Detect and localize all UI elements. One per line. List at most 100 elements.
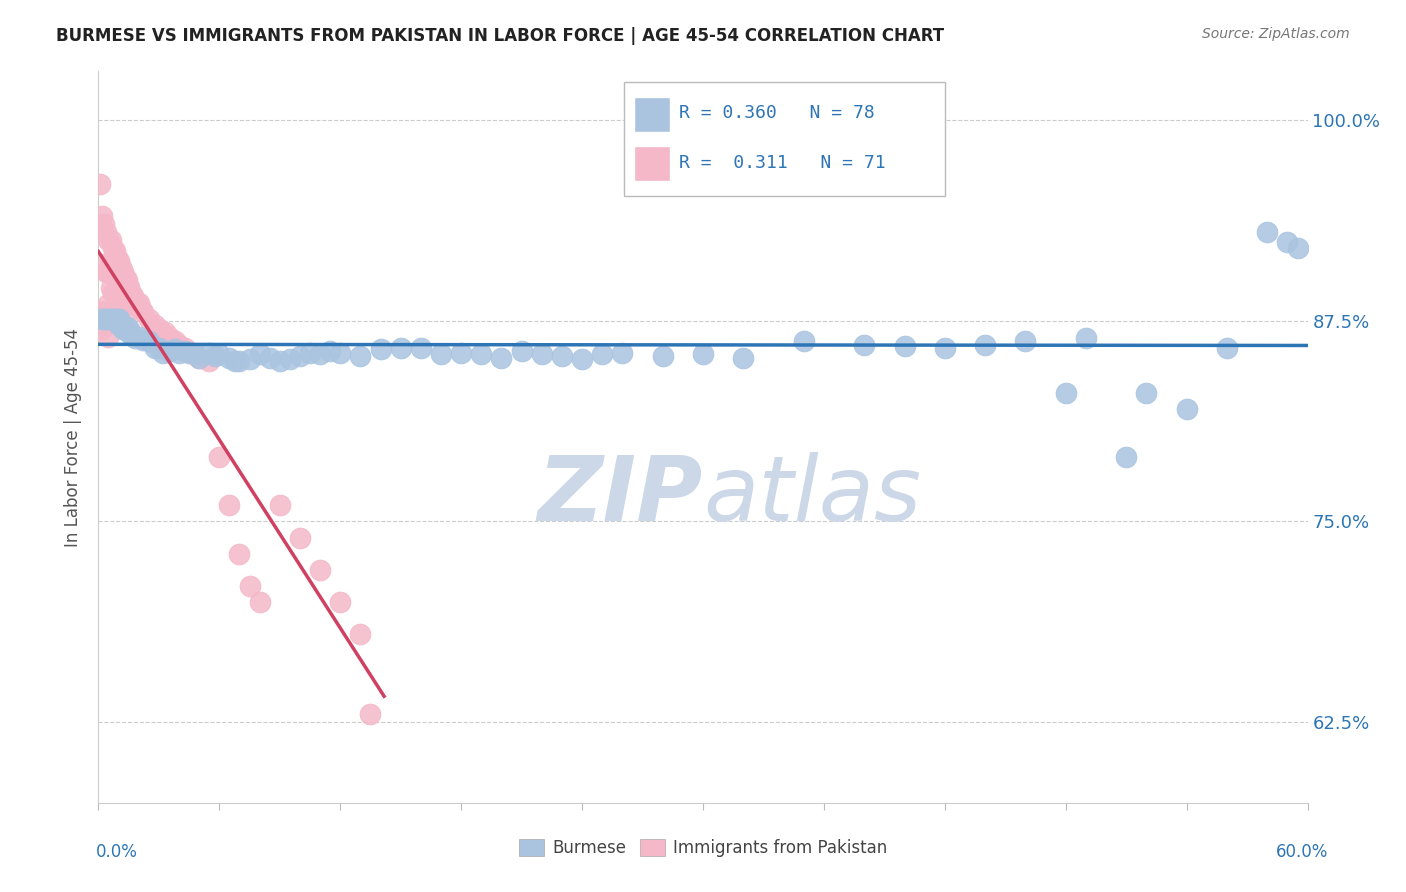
Point [121, 289, 143, 303]
Point [1175, 401, 1198, 416]
Point [1054, 385, 1077, 400]
Point [1074, 331, 1097, 345]
Point [510, 344, 533, 359]
Point [409, 341, 432, 355]
Point [103, 312, 125, 326]
Point [115, 273, 138, 287]
Point [530, 347, 553, 361]
Point [249, 595, 271, 609]
Point [93, 257, 115, 271]
Text: R = 0.360   N = 78: R = 0.360 N = 78 [679, 104, 875, 122]
Point [180, 345, 202, 359]
Point [239, 579, 262, 593]
Point [651, 349, 673, 363]
Point [1256, 225, 1278, 239]
Point [103, 285, 125, 299]
Point [91, 305, 114, 319]
Point [93, 305, 115, 319]
Point [278, 352, 301, 367]
Point [107, 254, 129, 268]
Point [105, 312, 128, 326]
Point [259, 351, 281, 365]
Point [100, 257, 122, 271]
Point [208, 347, 231, 361]
Point [249, 347, 271, 361]
Point [174, 341, 197, 355]
Point [163, 334, 186, 349]
Point [551, 349, 574, 363]
Point [893, 339, 915, 353]
Point [97, 312, 120, 326]
Point [1014, 334, 1036, 349]
Point [1216, 341, 1239, 355]
Point [218, 499, 240, 513]
Point [101, 241, 124, 255]
Point [309, 347, 332, 361]
Point [114, 289, 136, 303]
Point [239, 352, 262, 367]
Point [91, 321, 114, 335]
Point [143, 341, 166, 355]
Point [97, 297, 120, 311]
Point [114, 323, 136, 337]
Point [470, 347, 492, 361]
Point [132, 333, 155, 347]
Point [93, 217, 115, 231]
Point [491, 351, 513, 365]
Point [793, 334, 815, 349]
Point [118, 321, 141, 335]
Point [120, 328, 142, 343]
Point [120, 302, 142, 317]
Point [89, 305, 111, 319]
Point [934, 341, 956, 355]
Point [138, 334, 160, 349]
Point [103, 263, 125, 277]
Point [101, 260, 124, 275]
Point [153, 325, 176, 339]
Point [107, 273, 129, 287]
Point [105, 273, 128, 287]
Point [389, 341, 412, 355]
Text: atlas: atlas [703, 451, 921, 540]
Point [111, 321, 134, 335]
Point [1277, 235, 1299, 249]
Point [269, 499, 291, 513]
Point [100, 281, 122, 295]
Point [110, 317, 132, 331]
Point [100, 233, 122, 247]
FancyBboxPatch shape [634, 146, 671, 181]
Legend: Burmese, Immigrants from Pakistan: Burmese, Immigrants from Pakistan [512, 832, 894, 864]
Point [101, 286, 124, 301]
Point [118, 279, 141, 293]
Point [612, 345, 634, 359]
Point [97, 233, 120, 247]
Point [152, 345, 174, 359]
Point [157, 344, 180, 359]
Text: R =  0.311   N = 71: R = 0.311 N = 71 [679, 153, 886, 172]
Text: BURMESE VS IMMIGRANTS FROM PAKISTAN IN LABOR FORCE | AGE 45-54 CORRELATION CHART: BURMESE VS IMMIGRANTS FROM PAKISTAN IN L… [56, 27, 945, 45]
Point [103, 305, 125, 319]
Point [167, 337, 190, 351]
Point [288, 349, 311, 363]
Point [299, 345, 322, 359]
Point [105, 251, 128, 265]
Text: 60.0%: 60.0% [1277, 843, 1329, 861]
Point [198, 345, 221, 359]
Point [733, 351, 755, 365]
Point [114, 270, 136, 285]
Point [360, 707, 382, 722]
Point [91, 312, 114, 326]
Point [974, 337, 997, 351]
Point [101, 312, 124, 326]
Point [96, 225, 118, 239]
Point [97, 265, 120, 279]
Point [157, 329, 180, 343]
Point [148, 341, 170, 355]
Point [174, 344, 197, 359]
Point [179, 345, 201, 359]
Point [1115, 450, 1137, 465]
Point [450, 345, 472, 359]
Point [91, 209, 114, 223]
Text: 0.0%: 0.0% [96, 843, 138, 861]
Point [110, 279, 132, 293]
